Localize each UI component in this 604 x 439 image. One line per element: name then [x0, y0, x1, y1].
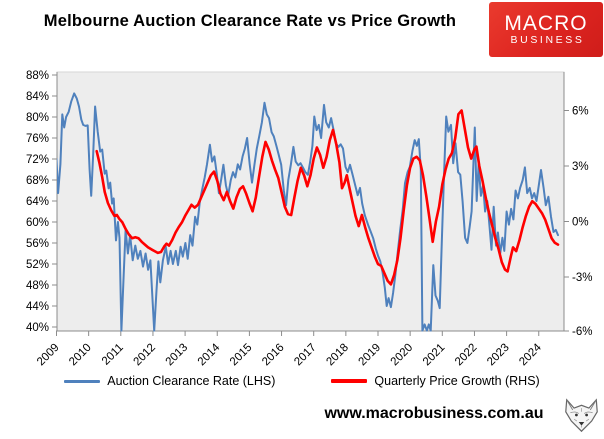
y-left-tick-label: 52% [26, 259, 49, 271]
legend-line-sample-blue [64, 379, 101, 383]
y-right-tick-label: 0% [572, 217, 589, 229]
x-tick-label: 2019 [357, 342, 384, 369]
x-tick-label: 2018 [324, 342, 351, 369]
page-title: Melbourne Auction Clearance Rate vs Pric… [43, 12, 457, 30]
website-url: www.macrobusiness.com.au [324, 405, 544, 422]
legend-item-clearance-rate: Auction Clearance Rate (LHS) [64, 374, 275, 388]
x-tick-label: 2010 [67, 342, 94, 369]
y-right-tick-label: -3% [572, 272, 592, 284]
y-left-tick-label: 56% [26, 238, 49, 250]
series-line-price-growth [95, 109, 560, 286]
x-tick-label: 2015 [228, 342, 255, 369]
y-left-tick-label: 88% [26, 70, 49, 82]
x-tick-label: 2014 [196, 341, 223, 368]
x-tick-label: 2009 [35, 342, 62, 369]
y-right-tick-label: 3% [572, 161, 589, 173]
y-left-tick-label: 80% [26, 112, 49, 124]
y-left-tick-label: 68% [26, 175, 49, 187]
legend-item-price-growth: Quarterly Price Growth (RHS) [331, 374, 540, 388]
y-right-tick-label: 6% [572, 106, 589, 118]
y-left-tick-label: 40% [26, 322, 49, 334]
x-tick-label: 2017 [292, 342, 319, 369]
y-left-tick-label: 44% [26, 301, 49, 313]
x-axis: 2009 2010 2011 2012 2013 2014 2015 2016 2017 2018… [35, 331, 544, 368]
macrobusiness-logo: MACRO BUSINESS [489, 2, 603, 57]
logo-text-business: BUSINESS [510, 33, 585, 46]
y-left-tick-label: 84% [26, 91, 49, 103]
y-left-tick-label: 48% [26, 280, 49, 292]
y-axis-right: 6% 3% 0% -3% -6% [564, 106, 592, 338]
logo-text-macro: MACRO [504, 11, 588, 35]
legend-label: Quarterly Price Growth (RHS) [374, 374, 540, 388]
legend-line-sample-red [331, 379, 368, 383]
x-tick-label: 2011 [100, 342, 126, 368]
x-tick-label: 2016 [260, 342, 287, 369]
legend-label: Auction Clearance Rate (LHS) [107, 374, 276, 388]
y-left-tick-label: 72% [26, 154, 49, 166]
y-left-tick-label: 60% [26, 217, 49, 229]
x-tick-label: 2013 [164, 342, 191, 369]
x-tick-label: 2024 [517, 341, 544, 368]
x-tick-label: 2022 [453, 342, 480, 369]
x-tick-label: 2021 [421, 342, 448, 369]
y-left-tick-label: 64% [26, 196, 49, 208]
chart-legend: Auction Clearance Rate (LHS) Quarterly P… [0, 371, 604, 391]
y-right-tick-label: -6% [572, 326, 592, 338]
x-tick-label: 2012 [131, 342, 158, 369]
x-tick-label: 2023 [485, 342, 512, 369]
series-line-clearance-rate [57, 92, 559, 332]
x-tick-label: 2020 [389, 342, 416, 369]
y-axis-left: 88% 84% 80% 76% 72% 68% 64% 60% 56% 52% 48% 44% 40% [26, 70, 57, 334]
y-left-tick-label: 76% [26, 133, 49, 145]
wolf-sketch-icon [565, 398, 598, 433]
